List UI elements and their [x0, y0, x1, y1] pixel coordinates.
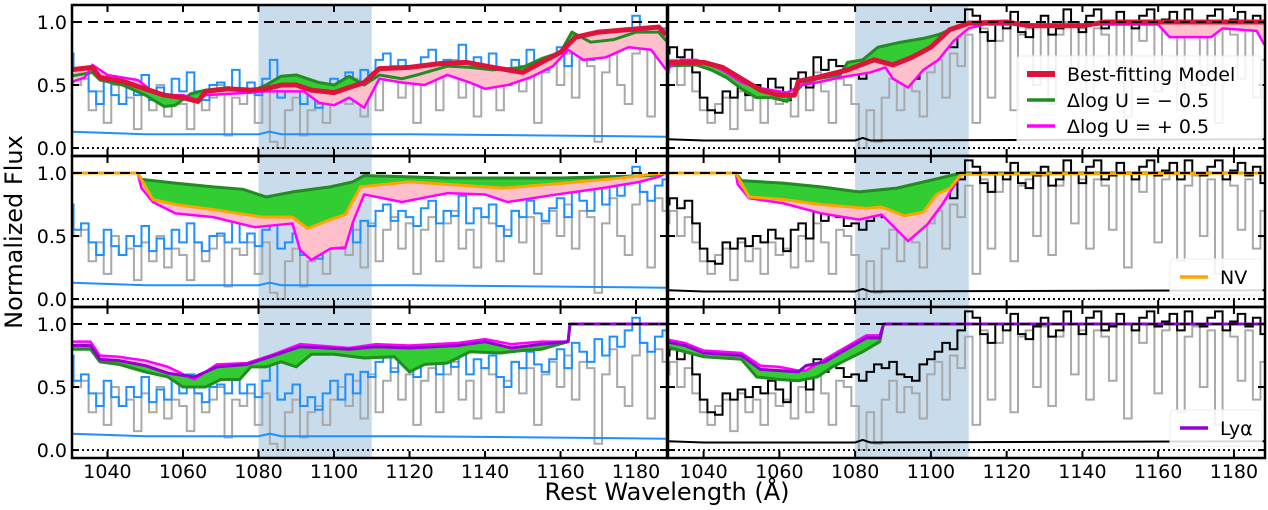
- model-minus-line: [668, 322, 1265, 383]
- plus-fill: [72, 27, 667, 108]
- y-tick-label: 0.5: [37, 226, 67, 248]
- model-best-line: [668, 171, 1265, 218]
- highres-spectrum: [668, 323, 1265, 452]
- panel-2-0: [72, 307, 667, 458]
- x-tick-label: 1180: [612, 461, 660, 483]
- panel-frame: [666, 305, 1267, 460]
- legend-label: Δlog U = − 0.5: [1067, 90, 1209, 112]
- legend-box: [1169, 258, 1263, 296]
- x-tick-label: 1040: [83, 461, 131, 483]
- y-axis-label: Normalized Flux: [0, 135, 28, 329]
- x-tick-label: 1060: [159, 461, 207, 483]
- highres-spectrum: [72, 190, 667, 301]
- x-tick-label: 1140: [461, 461, 509, 483]
- legend-label: Lyα: [1220, 418, 1253, 440]
- x-tick-label: 1160: [1134, 461, 1182, 483]
- minus-fill: [72, 324, 667, 388]
- observed-spectrum: [668, 159, 1265, 265]
- minus-fill: [668, 173, 1265, 216]
- legend: Best-fitting Model Δlog U = − 0.5 Δlog U =…: [1016, 55, 1263, 145]
- panel-1-1: [668, 156, 1265, 307]
- error-spectrum: [668, 136, 1265, 142]
- model-best-line: [72, 171, 667, 230]
- x-tick-label: 1040: [679, 461, 727, 483]
- legend: Lyα: [1169, 409, 1263, 447]
- error-spectrum: [72, 432, 667, 440]
- shaded-region: [855, 307, 969, 458]
- model-plus-line: [72, 322, 667, 381]
- panel-0-1: [668, 5, 1265, 156]
- x-tick-label: 1100: [310, 461, 358, 483]
- model-best-line: [72, 322, 667, 379]
- error-spectrum: [668, 438, 1265, 444]
- model-best-line: [72, 24, 667, 104]
- observed-spectrum: [72, 316, 667, 411]
- x-tick-label: 1160: [536, 461, 584, 483]
- y-tick-label: 0.5: [37, 75, 67, 97]
- plus-fill: [72, 173, 667, 260]
- error-spectrum: [72, 281, 667, 289]
- model-best-line: [668, 19, 1265, 98]
- panel-2-1: [668, 307, 1265, 458]
- y-tick-label: 1.0: [37, 314, 67, 336]
- minus-fill: [668, 324, 1265, 381]
- legend-label: Δlog U = + 0.5: [1067, 116, 1209, 138]
- x-tick-label: 1120: [982, 461, 1030, 483]
- panel-0-0: [72, 5, 667, 156]
- plus-fill: [668, 22, 1265, 96]
- error-spectrum: [668, 287, 1265, 293]
- x-tick-label: 1080: [234, 461, 282, 483]
- observed-spectrum: [72, 165, 667, 260]
- x-tick-label: 1100: [907, 461, 955, 483]
- y-tick-label: 0.0: [37, 289, 67, 311]
- observed-spectrum: [668, 310, 1265, 416]
- x-tick-label: 1080: [831, 461, 879, 483]
- x-tick-label: 1120: [385, 461, 433, 483]
- model-minus-line: [72, 322, 667, 389]
- model-minus-line: [72, 30, 667, 108]
- highres-spectrum: [72, 341, 667, 452]
- y-tick-label: 1.0: [37, 12, 67, 34]
- x-tick-label: 1140: [1058, 461, 1106, 483]
- model-minus-line: [72, 171, 667, 199]
- x-axis-label: Rest Wavelength (Å): [544, 477, 789, 506]
- highres-spectrum: [668, 172, 1265, 301]
- legend-label: Best-fitting Model: [1067, 64, 1235, 86]
- legend-box: [1016, 55, 1263, 145]
- y-tick-label: 0.0: [37, 440, 67, 462]
- model-best-line: [668, 322, 1265, 374]
- error-spectrum: [72, 130, 667, 138]
- model-plus-line: [668, 171, 1265, 243]
- y-tick-label: 0.5: [37, 377, 67, 399]
- panel-1-0: [72, 156, 667, 307]
- legend: NV: [1169, 258, 1263, 296]
- y-tick-label: 1.0: [37, 163, 67, 185]
- legend-box: [1169, 409, 1263, 447]
- legend-label: NV: [1220, 267, 1247, 289]
- model-plus-line: [72, 171, 667, 262]
- model-plus-line: [668, 23, 1265, 94]
- x-tick-label: 1060: [755, 461, 803, 483]
- x-tick-label: 1180: [1210, 461, 1258, 483]
- y-tick-label: 0.0: [37, 138, 67, 160]
